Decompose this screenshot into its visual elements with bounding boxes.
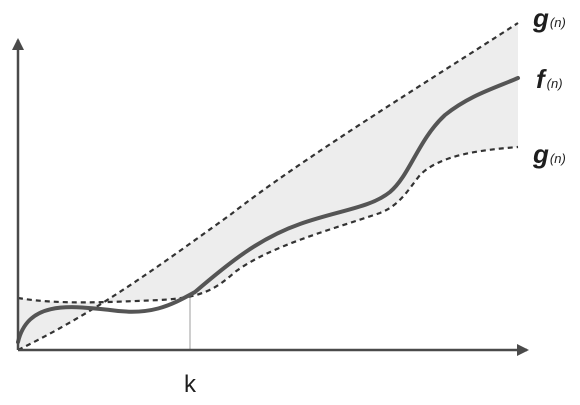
bound-band bbox=[18, 23, 518, 350]
lower-bound-label: g(n) bbox=[532, 139, 566, 169]
function-curve bbox=[16, 76, 520, 344]
lower-bound-curve bbox=[17, 145, 519, 304]
function-label: f (n) bbox=[536, 64, 563, 94]
threshold-label: k bbox=[184, 371, 197, 398]
upper-bound-label: g(n) bbox=[532, 3, 566, 33]
upper-bound-curve bbox=[17, 22, 519, 351]
